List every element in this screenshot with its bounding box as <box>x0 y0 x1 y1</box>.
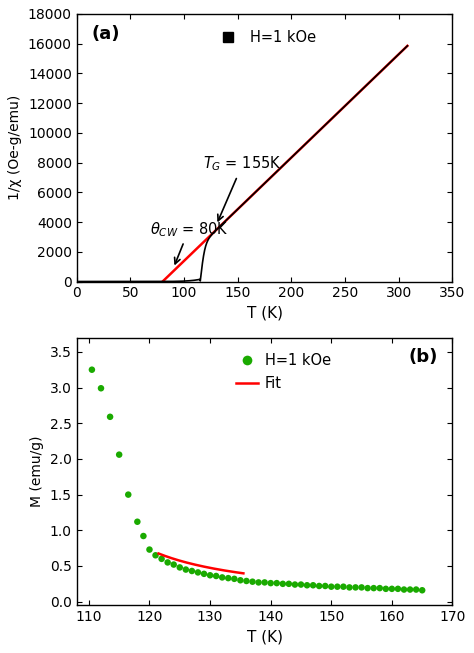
Text: (a): (a) <box>92 25 120 42</box>
Point <box>394 584 402 594</box>
Point <box>334 581 341 592</box>
Point <box>303 580 311 590</box>
Legend: H=1 kOe, Fit: H=1 kOe, Fit <box>230 347 337 396</box>
Point <box>134 517 141 527</box>
Point <box>419 585 426 596</box>
Point <box>315 581 323 591</box>
Point <box>219 572 226 582</box>
Point <box>388 584 396 594</box>
Point <box>176 562 183 573</box>
Point <box>249 577 256 587</box>
Point <box>321 581 329 591</box>
Legend: H=1 kOe: H=1 kOe <box>208 24 322 50</box>
Point <box>106 411 114 422</box>
Point <box>400 584 408 595</box>
Point <box>267 578 274 588</box>
Y-axis label: 1/χ (Oe-g/emu): 1/χ (Oe-g/emu) <box>9 95 22 200</box>
Point <box>152 550 159 560</box>
Text: $T_G$ = 155K: $T_G$ = 155K <box>203 155 282 221</box>
Point <box>358 582 365 593</box>
Point <box>412 584 420 595</box>
Point <box>261 577 268 588</box>
Point <box>115 449 123 460</box>
Point <box>182 564 190 575</box>
Point <box>370 583 377 594</box>
Point <box>364 583 372 594</box>
Point <box>88 364 96 375</box>
Point <box>279 579 287 589</box>
Point <box>158 554 165 564</box>
Point <box>230 573 238 584</box>
Point <box>212 571 220 581</box>
Point <box>164 557 172 567</box>
X-axis label: T (K): T (K) <box>246 629 283 645</box>
Point <box>140 531 147 541</box>
Point <box>170 560 177 570</box>
Point <box>206 570 214 581</box>
Point <box>237 575 244 586</box>
Point <box>297 579 305 590</box>
Point <box>243 576 250 586</box>
Point <box>291 579 299 590</box>
Point <box>188 565 196 576</box>
Point <box>339 581 347 592</box>
Point <box>255 577 262 588</box>
Point <box>273 578 281 588</box>
Point <box>352 582 359 593</box>
Point <box>146 545 153 555</box>
Text: $\theta_{CW}$ = 80K: $\theta_{CW}$ = 80K <box>150 220 228 264</box>
Point <box>97 383 105 394</box>
Point <box>285 579 292 589</box>
Point <box>328 581 335 592</box>
Point <box>310 580 317 590</box>
Point <box>382 584 390 594</box>
Point <box>200 569 208 579</box>
Y-axis label: M (emu/g): M (emu/g) <box>30 436 45 507</box>
Point <box>376 583 383 594</box>
Text: (b): (b) <box>408 348 438 366</box>
Point <box>346 582 353 593</box>
Point <box>125 489 132 500</box>
Point <box>406 584 414 595</box>
Point <box>225 573 232 583</box>
X-axis label: T (K): T (K) <box>246 306 283 321</box>
Point <box>194 567 202 578</box>
